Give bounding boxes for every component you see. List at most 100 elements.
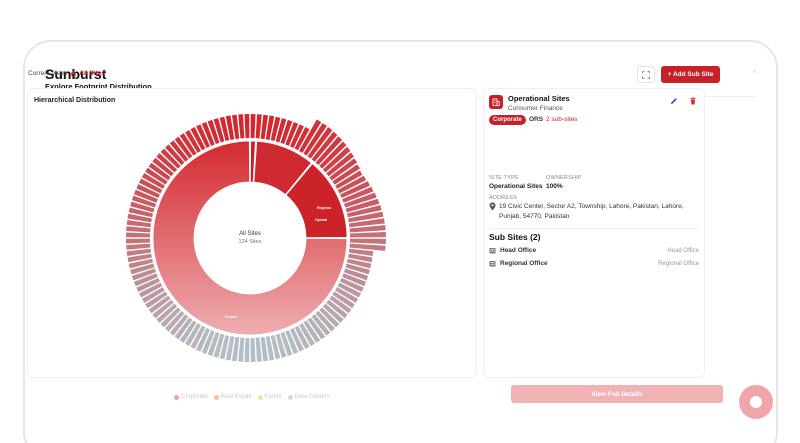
outer-segment[interactable] xyxy=(250,337,256,362)
outer-segment[interactable] xyxy=(307,127,333,159)
outer-segment[interactable] xyxy=(315,136,343,166)
outer-segment[interactable] xyxy=(335,170,363,189)
outer-segment[interactable] xyxy=(346,258,372,269)
inner-segment-projects[interactable] xyxy=(152,140,348,336)
outer-segment[interactable] xyxy=(275,118,287,143)
edit-icon[interactable] xyxy=(670,97,678,105)
outer-segment[interactable] xyxy=(285,121,299,146)
outer-segment[interactable] xyxy=(231,336,240,362)
outer-segment[interactable] xyxy=(156,303,178,323)
outer-segment[interactable] xyxy=(244,337,250,362)
outer-segment[interactable] xyxy=(311,314,331,336)
outer-segment[interactable] xyxy=(244,114,250,139)
outer-segment[interactable] xyxy=(201,330,215,355)
outer-segment[interactable] xyxy=(337,282,361,298)
outer-segment[interactable] xyxy=(148,162,171,181)
outer-segment[interactable] xyxy=(285,330,299,355)
outer-segment[interactable] xyxy=(238,114,245,139)
outer-segment[interactable] xyxy=(148,295,171,314)
outer-segment[interactable] xyxy=(126,238,151,244)
outer-segment[interactable] xyxy=(174,136,193,159)
outer-segment[interactable] xyxy=(307,317,326,340)
outer-segment[interactable] xyxy=(185,323,201,347)
outer-segment[interactable] xyxy=(133,189,158,203)
outer-segment[interactable] xyxy=(280,119,293,145)
outer-segment[interactable] xyxy=(128,258,154,269)
outer-segment[interactable] xyxy=(332,291,355,309)
outer-segment[interactable] xyxy=(315,310,335,332)
outer-segment[interactable] xyxy=(270,334,281,360)
outer-segment[interactable] xyxy=(255,114,262,139)
outer-segment[interactable] xyxy=(225,115,235,140)
center-hole[interactable] xyxy=(196,184,304,292)
outer-segment[interactable] xyxy=(294,325,310,349)
outer-segment[interactable] xyxy=(190,325,206,349)
outer-segment[interactable] xyxy=(260,114,269,140)
legend-item-real-estate[interactable]: Real Estate xyxy=(213,394,252,400)
outer-segment[interactable] xyxy=(332,164,360,185)
outer-segment[interactable] xyxy=(139,178,163,194)
outer-segment[interactable] xyxy=(303,320,321,343)
outer-segment[interactable] xyxy=(345,263,370,275)
outer-segment[interactable] xyxy=(255,337,262,362)
outer-segment[interactable] xyxy=(169,314,189,336)
outer-segment[interactable] xyxy=(238,337,245,362)
outer-segment[interactable] xyxy=(213,118,225,143)
outer-segment[interactable] xyxy=(340,181,370,199)
outer-segment[interactable] xyxy=(196,328,211,352)
outer-segment[interactable] xyxy=(196,124,211,148)
outer-segment[interactable] xyxy=(126,232,151,238)
outer-segment[interactable] xyxy=(335,287,359,303)
outer-segment[interactable] xyxy=(289,328,304,352)
outer-segment[interactable] xyxy=(299,323,315,347)
outer-segment[interactable] xyxy=(141,173,165,189)
outer-segment[interactable] xyxy=(348,211,384,223)
outer-segment[interactable] xyxy=(265,336,275,361)
outer-segment[interactable] xyxy=(126,226,151,233)
sunburst-chart[interactable]: All Sites 124 Sites Regiona Operati Proj… xyxy=(28,89,478,389)
subsite-row[interactable]: Head Office Head Office xyxy=(489,247,699,254)
outer-segment[interactable] xyxy=(289,124,304,148)
outer-segment[interactable] xyxy=(160,307,181,328)
outer-segment[interactable] xyxy=(231,114,240,140)
outer-segment[interactable] xyxy=(349,231,386,238)
outer-segment[interactable] xyxy=(326,152,354,177)
outer-segment[interactable] xyxy=(348,218,385,228)
outer-segment[interactable] xyxy=(165,144,185,166)
outer-segment[interactable] xyxy=(165,310,185,332)
outer-segment[interactable] xyxy=(133,273,158,287)
outer-segment[interactable] xyxy=(319,307,340,328)
outer-segment[interactable] xyxy=(190,127,206,151)
outer-segment[interactable] xyxy=(141,287,165,303)
subsite-row[interactable]: Regional Office Regional Office xyxy=(489,260,699,267)
outer-segment[interactable] xyxy=(349,243,386,251)
outer-segment[interactable] xyxy=(185,129,201,153)
outer-segment[interactable] xyxy=(346,205,382,218)
outer-segment[interactable] xyxy=(348,248,374,257)
outer-segment[interactable] xyxy=(340,277,364,292)
outer-segment[interactable] xyxy=(319,141,347,169)
outer-segment[interactable] xyxy=(207,331,220,357)
outer-segment[interactable] xyxy=(322,146,351,173)
outer-segment[interactable] xyxy=(169,140,189,162)
outer-segment[interactable] xyxy=(329,158,358,181)
outer-segment[interactable] xyxy=(275,333,287,358)
outer-segment[interactable] xyxy=(152,299,174,319)
outer-segment[interactable] xyxy=(126,248,152,257)
fullscreen-button[interactable] xyxy=(637,66,655,83)
outer-segment[interactable] xyxy=(136,277,160,292)
outer-segment[interactable] xyxy=(299,119,322,153)
inner-segment-regional-offices[interactable] xyxy=(253,140,312,196)
legend-item-corporate[interactable]: Corporate xyxy=(174,394,208,400)
outer-segment[interactable] xyxy=(139,282,163,298)
outer-segment[interactable] xyxy=(250,114,256,139)
outer-segment[interactable] xyxy=(160,148,181,169)
outer-segment[interactable] xyxy=(311,131,338,162)
outer-segment[interactable] xyxy=(127,213,152,223)
outer-segment[interactable] xyxy=(342,273,367,287)
outer-segment[interactable] xyxy=(130,201,155,213)
outer-segment[interactable] xyxy=(343,268,369,281)
outer-segment[interactable] xyxy=(349,225,386,233)
outer-segment[interactable] xyxy=(280,331,293,357)
inner-segment-corporate[interactable] xyxy=(249,140,256,183)
